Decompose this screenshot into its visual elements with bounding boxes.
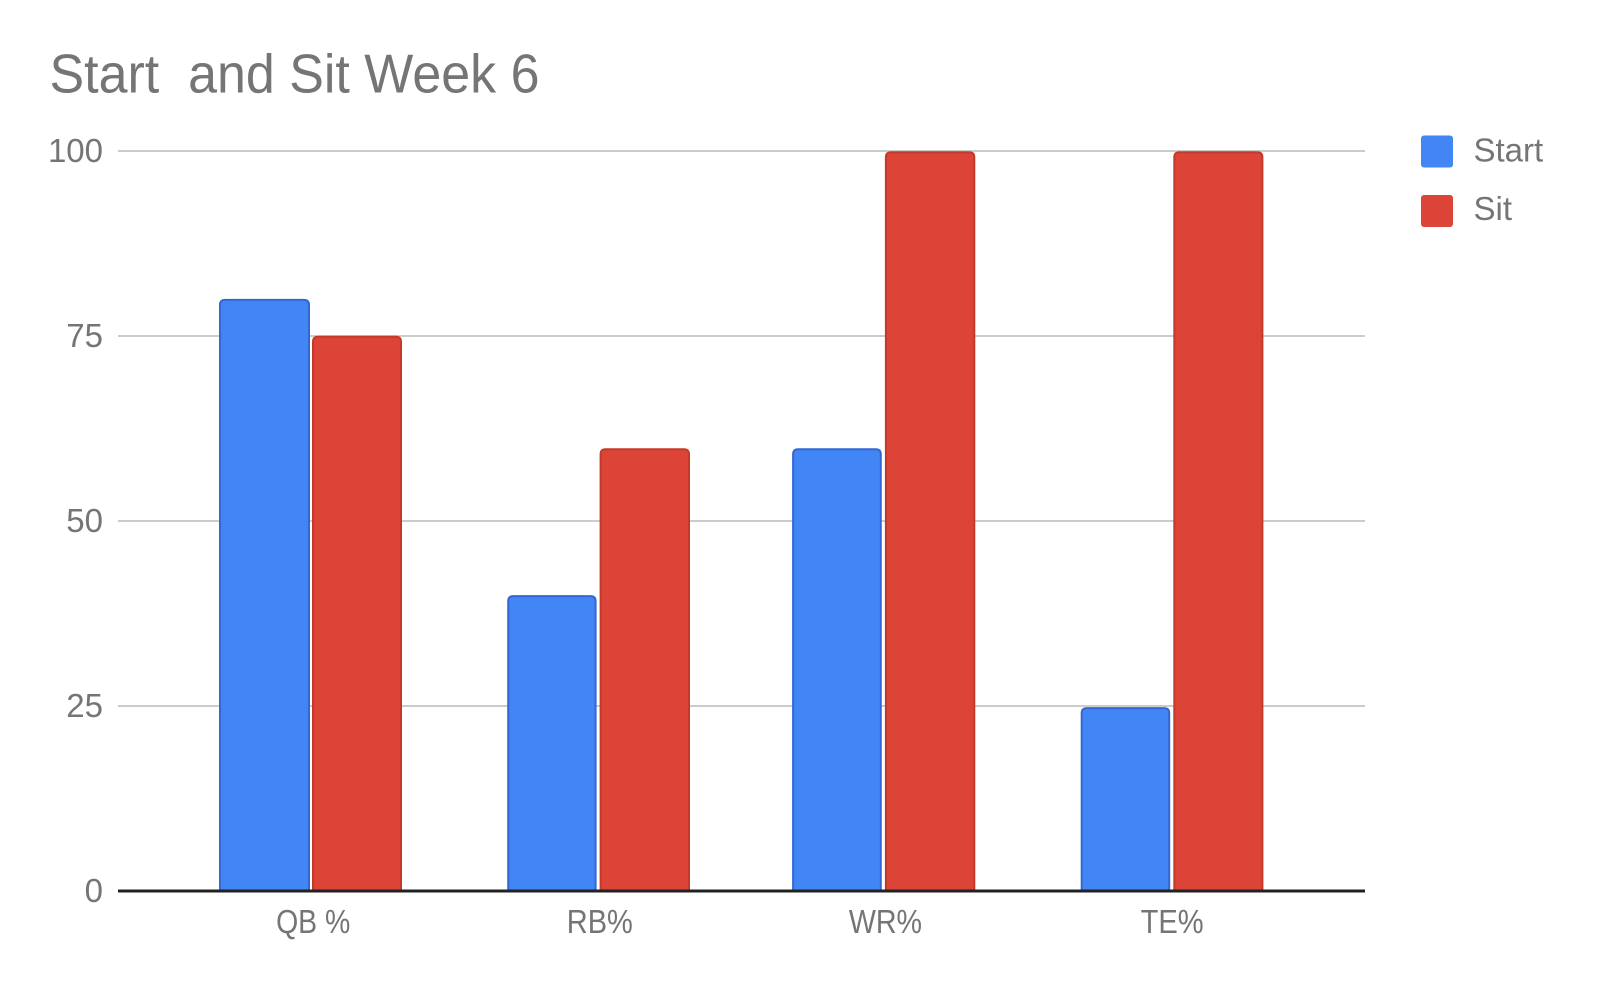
svg-text:Start: Start [1474, 132, 1544, 169]
svg-text:100: 100 [48, 132, 103, 169]
svg-text:QB %: QB % [276, 903, 350, 940]
svg-text:Sit: Sit [1474, 190, 1513, 227]
svg-text:0: 0 [85, 872, 103, 909]
svg-text:Start and Sit Week 6: Start and Sit Week 6 [50, 44, 540, 105]
svg-text:TE%: TE% [1141, 903, 1204, 940]
svg-text:WR%: WR% [849, 903, 922, 940]
svg-text:75: 75 [66, 317, 103, 354]
svg-text:RB%: RB% [567, 903, 633, 940]
svg-text:25: 25 [66, 687, 103, 724]
svg-text:50: 50 [66, 502, 103, 539]
